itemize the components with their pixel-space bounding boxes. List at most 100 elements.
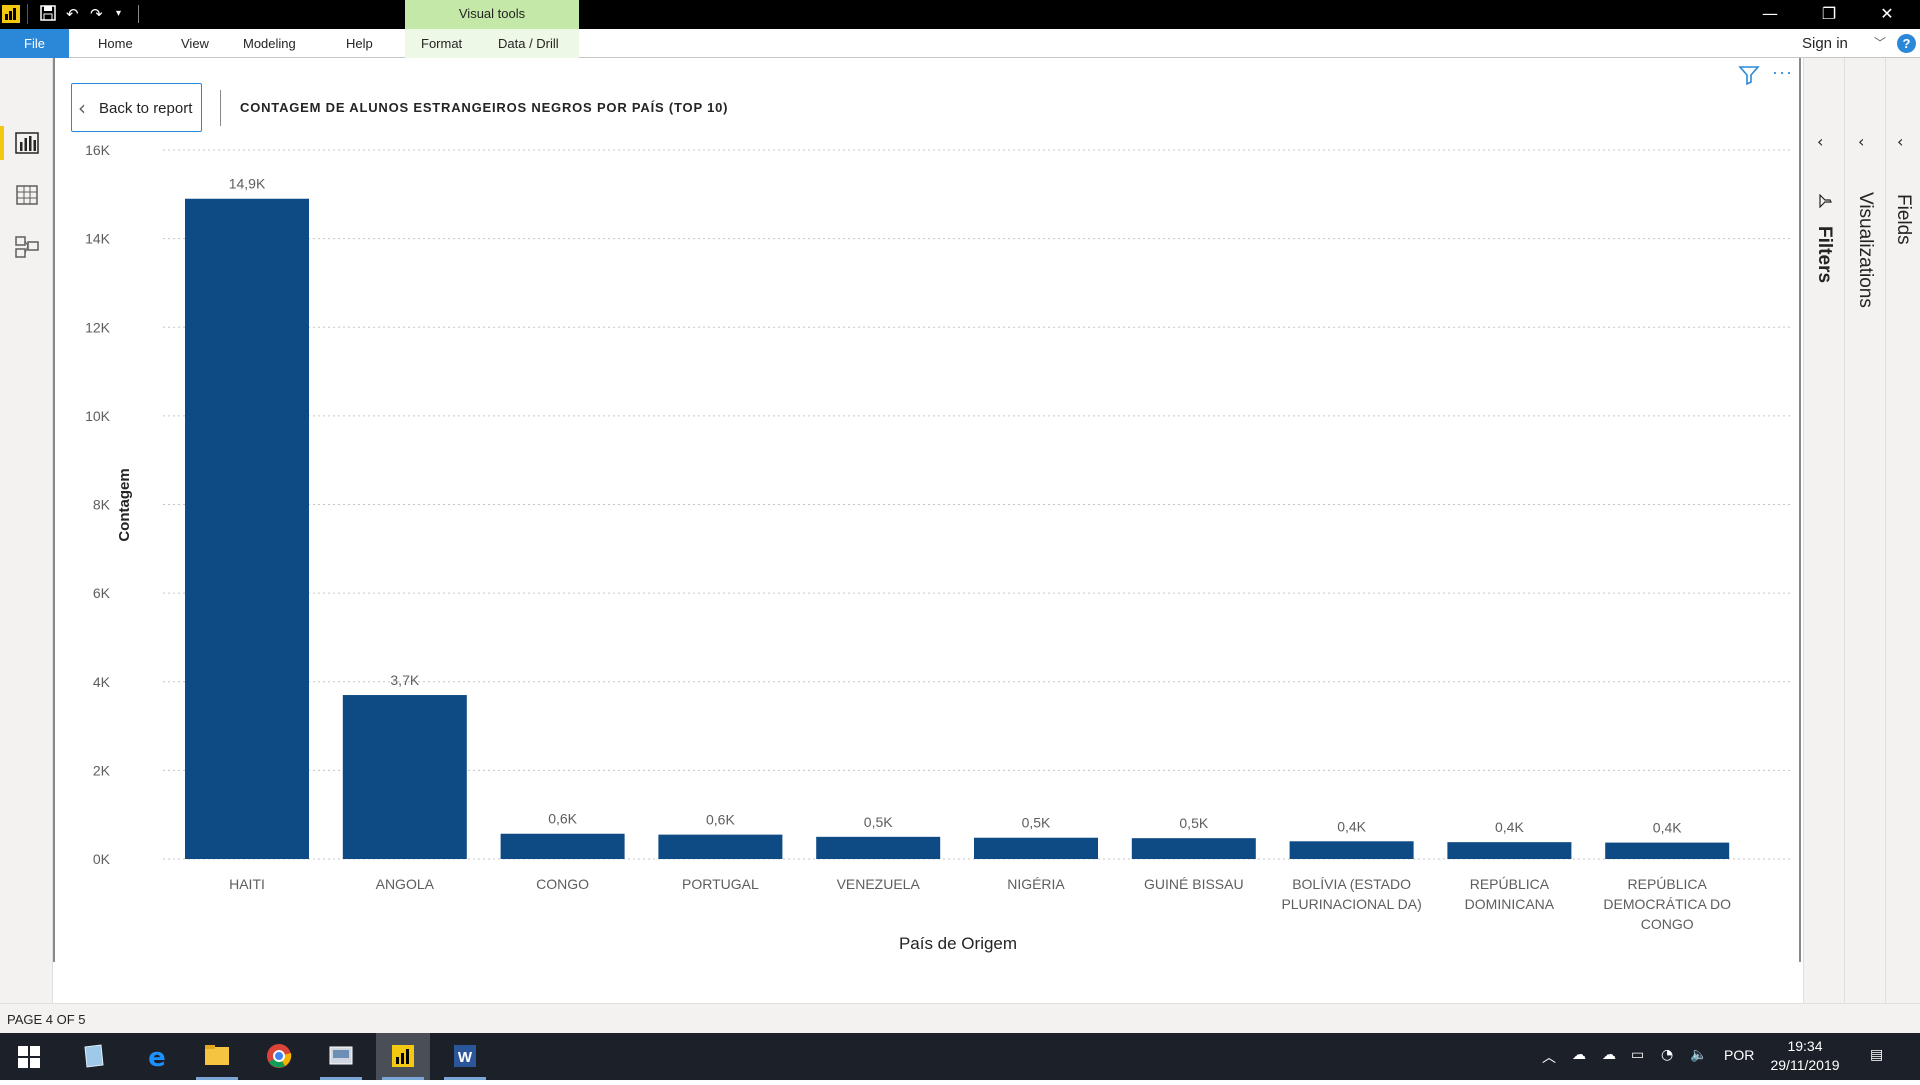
visual-tools-band — [405, 29, 579, 58]
fields-pane-collapsed[interactable]: ‹ Fields — [1885, 58, 1920, 1003]
fields-pane-label[interactable]: Fields — [1893, 194, 1914, 245]
minimize-button[interactable]: — — [1762, 4, 1778, 23]
bar[interactable] — [500, 833, 625, 859]
y-axis-title: Contagem — [116, 468, 133, 541]
close-button[interactable]: ✕ — [1880, 4, 1894, 23]
save-icon[interactable] — [40, 5, 56, 25]
windows-taskbar: e W ︿ ☁ ☁ ▭ ◔ 🔈 POR 19:34 29/11/2019 ▤ — [0, 1033, 1920, 1080]
x-axis-ticks: HAITI ANGOLA CONGO PORTUGAL VENEZUELA NIGÉRIA… — [229, 876, 1731, 932]
filter-pane-icon — [1818, 193, 1832, 213]
tab-file[interactable]: File — [0, 29, 69, 58]
help-icon[interactable]: ? — [1897, 34, 1916, 53]
undo-icon[interactable]: ↶ — [66, 5, 79, 23]
tab-modeling[interactable]: Modeling — [243, 36, 296, 51]
data-label: 0,6K — [548, 811, 577, 827]
x-tick-label-line: REPÚBLICA — [1470, 876, 1550, 892]
tab-format[interactable]: Format — [421, 36, 463, 51]
y-tick-label: 6K — [93, 585, 111, 601]
sign-in-link[interactable]: Sign in — [1802, 35, 1848, 52]
view-switcher — [0, 58, 53, 1003]
customize-quick-access-icon[interactable]: ▾ — [116, 8, 122, 19]
clock-time: 19:34 — [1787, 1038, 1823, 1054]
filter-icon[interactable] — [1738, 64, 1760, 86]
bar[interactable] — [816, 836, 941, 859]
running-indicator — [196, 1077, 238, 1080]
report-view-icon[interactable] — [14, 130, 40, 156]
data-label: 0,6K — [706, 812, 735, 828]
x-tick-label-line: DEMOCRÁTICA DO — [1603, 896, 1731, 912]
file-explorer-icon[interactable] — [190, 1033, 244, 1080]
bar[interactable] — [1131, 838, 1256, 859]
chevron-down-icon[interactable]: ﹀ — [1874, 36, 1887, 50]
x-tick-label-line: VENEZUELA — [837, 876, 921, 892]
bar[interactable] — [1605, 842, 1730, 859]
show-hidden-icons-icon[interactable]: ︿ — [1542, 1050, 1556, 1066]
expand-chevron-icon[interactable]: ‹ — [1858, 132, 1865, 151]
svg-text:W: W — [458, 1049, 473, 1066]
gridlines — [163, 149, 1793, 860]
windows-start-icon[interactable] — [18, 1046, 40, 1068]
x-tick-label-line: GUINÉ BISSAU — [1144, 876, 1244, 892]
x-tick-label-line: PLURINACIONAL DA) — [1281, 896, 1421, 912]
bar[interactable] — [185, 198, 309, 859]
bar[interactable] — [974, 837, 1098, 859]
word-taskbar-icon[interactable]: W — [438, 1033, 492, 1080]
more-options-icon[interactable]: ··· — [1772, 62, 1793, 82]
y-tick-label: 8K — [93, 497, 111, 513]
visual-tools-context-tab: Visual tools — [405, 0, 579, 29]
data-label: 0,5K — [864, 814, 893, 830]
chrome-browser-icon[interactable] — [252, 1033, 306, 1080]
x-tick-label: PORTUGAL — [682, 876, 759, 892]
volume-icon[interactable]: 🔈 — [1690, 1047, 1708, 1063]
taskbar-app-icon[interactable] — [314, 1033, 368, 1080]
tab-home[interactable]: Home — [98, 36, 133, 51]
back-to-report-button[interactable]: ‹ Back to report — [71, 83, 202, 132]
x-tick-label: REPÚBLICA DEMOCRÁTICA DO CONGO — [1603, 876, 1731, 932]
bar[interactable] — [342, 695, 467, 859]
data-label: 0,4K — [1653, 820, 1682, 836]
expand-chevron-icon[interactable]: ‹ — [1897, 132, 1904, 151]
bar[interactable] — [1289, 841, 1414, 859]
bar[interactable] — [1447, 842, 1572, 859]
wifi-icon[interactable]: ◔ — [1661, 1047, 1674, 1063]
data-labels: 14,9K 3,7K 0,6K 0,6K 0,5K 0,5K 0,5K 0,4K 0,4K 0,4… — [229, 176, 1683, 836]
redo-icon[interactable]: ↷ — [90, 5, 103, 23]
y-tick-label: 2K — [93, 762, 111, 778]
tab-data-drill[interactable]: Data / Drill — [498, 36, 559, 51]
status-bar: PAGE 4 OF 5 — [0, 1003, 1920, 1033]
notifications-icon[interactable]: ▤ — [1870, 1047, 1884, 1063]
x-tick-label: CONGO — [536, 876, 589, 892]
model-view-icon[interactable] — [14, 234, 40, 260]
powerbi-taskbar-icon[interactable] — [376, 1033, 430, 1080]
filters-pane-label[interactable]: Filters — [1814, 226, 1835, 284]
onedrive-icon[interactable]: ☁ — [1572, 1047, 1586, 1063]
bar[interactable] — [658, 834, 783, 859]
visualizations-pane-label[interactable]: Visualizations — [1855, 192, 1876, 308]
battery-icon[interactable]: ▭ — [1631, 1047, 1645, 1063]
running-indicator — [444, 1077, 486, 1080]
input-language[interactable]: POR — [1724, 1047, 1755, 1063]
ribbon-tab-bar — [0, 29, 1920, 58]
restore-button[interactable]: ❐ — [1821, 4, 1837, 23]
x-tick-label-line: PORTUGAL — [682, 876, 759, 892]
taskbar-app-icon[interactable] — [67, 1033, 121, 1080]
data-view-icon[interactable] — [14, 182, 40, 208]
bar-chart: 0K 2K 4K 6K 8K 10K 12K 14K 16K 14,9K 3,7K 0,6K 0,6K… — [85, 142, 1793, 953]
y-tick-label: 0K — [93, 851, 111, 867]
data-label: 14,9K — [229, 176, 266, 192]
header-separator — [220, 90, 221, 126]
collapse-chevron-icon[interactable]: ‹ — [1817, 132, 1824, 151]
tab-help[interactable]: Help — [346, 36, 373, 51]
x-tick-label-line: REPÚBLICA — [1628, 876, 1708, 892]
powerbi-app-icon — [0, 3, 22, 25]
filters-pane-collapsed[interactable]: ‹ Filters — [1803, 58, 1844, 1003]
clock[interactable]: 19:34 29/11/2019 — [1769, 1037, 1841, 1075]
edge-browser-icon[interactable]: e — [130, 1033, 184, 1080]
x-tick-label-line: CONGO — [536, 876, 589, 892]
x-tick-label: HAITI — [229, 876, 265, 892]
running-indicator — [320, 1077, 362, 1080]
y-tick-label: 4K — [93, 674, 111, 690]
visualizations-pane-collapsed[interactable]: ‹ Visualizations — [1844, 58, 1885, 1003]
tab-view[interactable]: View — [181, 36, 209, 51]
cloud-upload-icon[interactable]: ☁ — [1602, 1047, 1616, 1063]
